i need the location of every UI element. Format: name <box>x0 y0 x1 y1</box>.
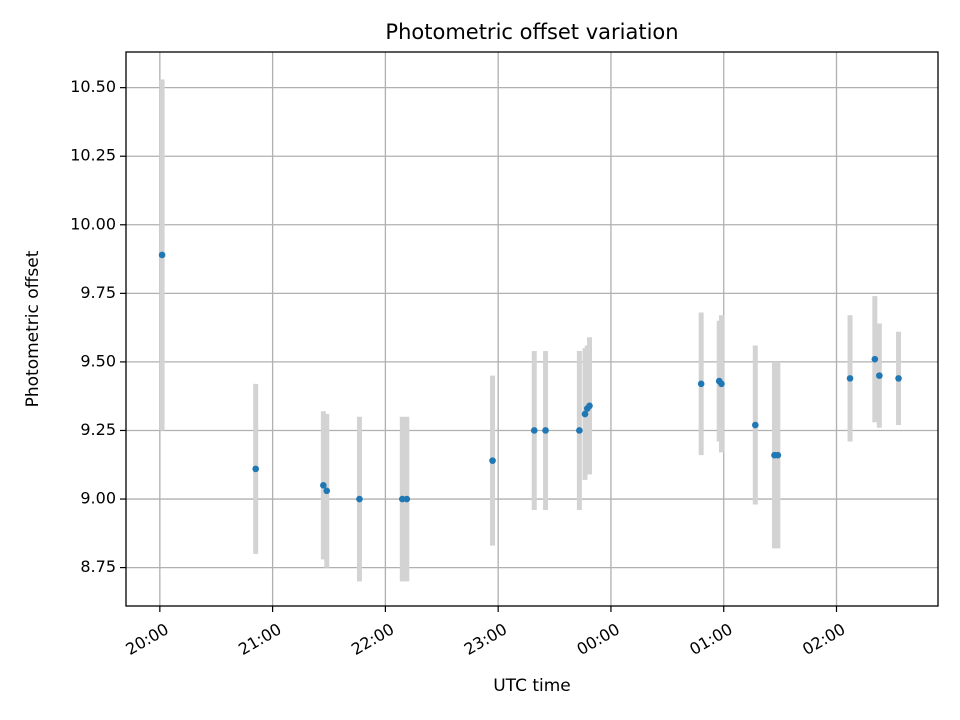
data-point <box>718 380 725 388</box>
x-tick-label: 00:00 <box>574 619 623 659</box>
data-point <box>320 482 327 489</box>
y-axis-ticks: 8.75 9.00 9.25 9.50 9.75 10.00 10.25 10.50 <box>70 77 126 576</box>
y-tick-label: 8.75 <box>80 557 116 576</box>
data-point <box>576 427 583 434</box>
data-points <box>158 251 902 503</box>
data-point <box>356 495 363 503</box>
plot-frame <box>125 51 939 607</box>
data-point <box>542 427 549 434</box>
x-axis-title: UTC time <box>493 676 571 696</box>
data-point <box>158 251 166 259</box>
data-point <box>697 380 705 388</box>
grid-lines <box>126 52 938 606</box>
data-point <box>895 375 902 382</box>
y-tick-label: 9.50 <box>80 351 116 370</box>
y-tick-label: 10.25 <box>70 146 116 165</box>
data-point <box>323 487 331 495</box>
data-point <box>752 421 759 429</box>
x-tick-label: 02:00 <box>799 619 848 659</box>
x-tick-label: 23:00 <box>461 619 510 659</box>
data-point <box>403 495 411 503</box>
data-point <box>581 410 589 418</box>
data-point <box>774 451 782 459</box>
x-tick-label: 21:00 <box>235 619 284 659</box>
data-point <box>489 457 496 464</box>
y-tick-label: 9.75 <box>80 283 116 302</box>
data-point <box>530 427 538 434</box>
x-tick-label: 01:00 <box>686 619 735 659</box>
chart-title: Photometric offset variation <box>385 20 678 44</box>
x-axis-ticks: 20:00 21:00 22:00 23:00 00:00 01:00 02:00 <box>122 606 849 659</box>
data-point <box>876 372 883 379</box>
data-point <box>586 402 593 410</box>
y-tick-label: 9.00 <box>80 489 116 508</box>
x-tick-label: 22:00 <box>348 619 397 659</box>
data-point <box>871 355 879 363</box>
y-axis-title: Photometric offset <box>23 250 43 407</box>
y-tick-label: 10.50 <box>70 77 116 96</box>
y-tick-label: 10.00 <box>70 214 116 233</box>
data-point <box>252 465 259 473</box>
x-tick-label: 20:00 <box>122 619 171 659</box>
y-tick-label: 9.25 <box>80 420 116 439</box>
data-point <box>399 495 406 503</box>
data-point <box>846 375 854 382</box>
